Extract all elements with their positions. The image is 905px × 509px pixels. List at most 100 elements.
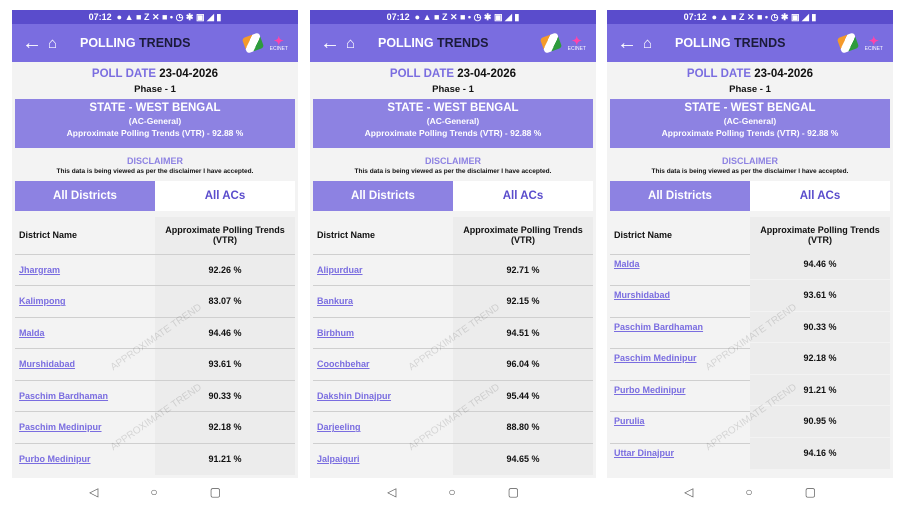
content: POLL DATE 23-04-2026 Phase - 1 STATE - W…	[310, 62, 596, 478]
nav-back-icon[interactable]: ◁	[89, 485, 99, 499]
tab-all-districts[interactable]: All Districts	[15, 181, 155, 211]
status-time: 07:12	[683, 12, 707, 22]
table-row: Kalimpong 83.07 %	[15, 285, 295, 317]
content: POLL DATE 23-04-2026 Phase - 1 STATE - W…	[607, 62, 893, 478]
vtr-value: 92.18 %	[750, 342, 890, 374]
vtr-value: 88.80 %	[453, 411, 593, 443]
district-link[interactable]: Paschim Medinipur	[610, 342, 750, 374]
column-header-district: District Name	[19, 230, 78, 241]
nav-back-icon[interactable]: ◁	[684, 485, 694, 499]
table-row: Uttar Dinajpur 94.16 %	[610, 436, 890, 469]
vtr-value: 90.95 %	[750, 405, 890, 437]
page-title: POLLING TRENDS	[675, 36, 839, 50]
eci-logo-icon	[539, 32, 562, 54]
vtr-value: 95.44 %	[453, 379, 593, 412]
disclaimer-title[interactable]: DISCLAIMER	[425, 156, 481, 166]
state-summary: STATE - WEST BENGAL (AC-General) Approxi…	[313, 99, 593, 148]
table-row: Darjeeling 88.80 %	[313, 411, 593, 443]
table-row: Paschim Medinipur 92.18 %	[15, 411, 295, 443]
nav-recents-icon[interactable]: ▢	[804, 485, 816, 499]
district-link[interactable]: Purulia	[610, 405, 750, 437]
vtr-value: 94.51 %	[453, 316, 593, 349]
back-arrow-icon[interactable]: ←	[617, 31, 637, 54]
disclaimer-title[interactable]: DISCLAIMER	[127, 156, 183, 166]
ecinet-logo-text: ECINET	[864, 45, 883, 52]
district-link[interactable]: Paschim Bardhaman	[15, 379, 155, 412]
tab-all-acs[interactable]: All ACs	[453, 181, 593, 211]
table-row: Paschim Bardhaman 90.33 %	[15, 379, 295, 412]
state-summary: STATE - WEST BENGAL (AC-General) Approxi…	[15, 99, 295, 148]
status-bar: 07:12 ● ▲ ■ Z ✕ ■ • ◷ ✱ ▣ ◢ ▮	[12, 10, 298, 24]
table-row: Malda 94.46 %	[15, 316, 295, 349]
vtr-value: 96.04 %	[453, 348, 593, 380]
vtr-value: 94.46 %	[155, 316, 295, 349]
district-link[interactable]: Darjeeling	[313, 411, 453, 443]
nav-home-icon[interactable]: ○	[745, 485, 753, 499]
back-arrow-icon[interactable]: ←	[320, 31, 340, 54]
state-trend: Approximate Polling Trends (VTR) - 92.88…	[364, 128, 542, 138]
tab-all-acs[interactable]: All ACs	[155, 181, 295, 211]
district-link[interactable]: Purbo Medinipur	[610, 373, 750, 406]
district-link[interactable]: Malda	[610, 247, 750, 280]
district-link[interactable]: Paschim Bardhaman	[610, 310, 750, 343]
poll-date: POLL DATE 23-04-2026	[313, 62, 593, 80]
district-link[interactable]: Jhargram	[15, 253, 155, 286]
district-link[interactable]: Uttar Dinajpur	[610, 436, 750, 469]
nav-home-icon[interactable]: ○	[448, 485, 456, 499]
district-link[interactable]: Jalpaiguri	[313, 442, 453, 475]
state-name: STATE - WEST BENGAL	[387, 102, 519, 114]
district-link[interactable]: Malda	[15, 316, 155, 349]
election-type: (AC-General)	[723, 116, 777, 126]
state-trend: Approximate Polling Trends (VTR) - 92.88…	[66, 128, 244, 138]
nav-home-icon[interactable]: ○	[150, 485, 158, 499]
table-row: Jalpaiguri 94.65 %	[313, 442, 593, 475]
district-link[interactable]: Murshidabad	[610, 279, 750, 311]
poll-date: POLL DATE 23-04-2026	[15, 62, 295, 80]
ecinet-logo-text: ECINET	[269, 45, 288, 52]
home-icon[interactable]: ⌂	[643, 34, 653, 52]
home-icon[interactable]: ⌂	[346, 34, 356, 52]
district-link[interactable]: Coochbehar	[313, 348, 453, 380]
district-table: District Name Approximate Polling Trends…	[15, 217, 295, 475]
title-part2: TRENDS	[734, 36, 786, 50]
notification-icons: ● ▲ ■ Z ✕ ■ • ◷ ✱ ▣ ◢ ▮	[711, 11, 817, 22]
table-row: Birbhum 94.51 %	[313, 316, 593, 349]
phase-label: Phase - 1	[134, 84, 176, 95]
title-part1: POLLING	[675, 36, 731, 50]
tab-all-acs[interactable]: All ACs	[750, 181, 890, 211]
district-link[interactable]: Birbhum	[313, 316, 453, 349]
home-icon[interactable]: ⌂	[48, 34, 58, 52]
nav-back-icon[interactable]: ◁	[387, 485, 397, 499]
district-link[interactable]: Kalimpong	[15, 285, 155, 317]
notification-icons: ● ▲ ■ Z ✕ ■ • ◷ ✱ ▣ ◢ ▮	[116, 11, 222, 22]
ecinet-logo-text: ECINET	[567, 45, 586, 52]
district-link[interactable]: Dakshin Dinajpur	[313, 379, 453, 412]
disclaimer-text: This data is being viewed as per the dis…	[354, 168, 552, 175]
disclaimer: DISCLAIMER This data is being viewed as …	[15, 156, 295, 175]
district-table: District Name Approximate Polling Trends…	[313, 217, 593, 475]
table-row: Alipurduar 92.71 %	[313, 253, 593, 286]
disclaimer-title[interactable]: DISCLAIMER	[722, 156, 778, 166]
vtr-value: 92.26 %	[155, 253, 295, 286]
district-link[interactable]: Alipurduar	[313, 253, 453, 286]
election-type: (AC-General)	[128, 116, 182, 126]
table-row: Coochbehar 96.04 %	[313, 348, 593, 380]
table-row: Purulia 90.95 %	[610, 405, 890, 437]
phone-screen: 07:12 ● ▲ ■ Z ✕ ■ • ◷ ✱ ▣ ◢ ▮ ← ⌂ POLLIN…	[607, 10, 893, 506]
tab-all-districts[interactable]: All Districts	[610, 181, 750, 211]
notification-icons: ● ▲ ■ Z ✕ ■ • ◷ ✱ ▣ ◢ ▮	[414, 11, 520, 22]
vtr-value: 83.07 %	[155, 285, 295, 317]
tab-bar: All Districts All ACs	[313, 181, 593, 211]
poll-date: POLL DATE 23-04-2026	[610, 62, 890, 80]
district-link[interactable]: Purbo Medinipur	[15, 442, 155, 475]
back-arrow-icon[interactable]: ←	[22, 31, 42, 54]
eci-logo-icon	[241, 32, 264, 54]
vtr-value: 92.18 %	[155, 411, 295, 443]
table-row: Purbo Medinipur 91.21 %	[15, 442, 295, 475]
tab-all-districts[interactable]: All Districts	[313, 181, 453, 211]
district-link[interactable]: Bankura	[313, 285, 453, 317]
nav-recents-icon[interactable]: ▢	[507, 485, 519, 499]
district-link[interactable]: Murshidabad	[15, 348, 155, 380]
nav-recents-icon[interactable]: ▢	[209, 485, 221, 499]
district-link[interactable]: Paschim Medinipur	[15, 411, 155, 443]
